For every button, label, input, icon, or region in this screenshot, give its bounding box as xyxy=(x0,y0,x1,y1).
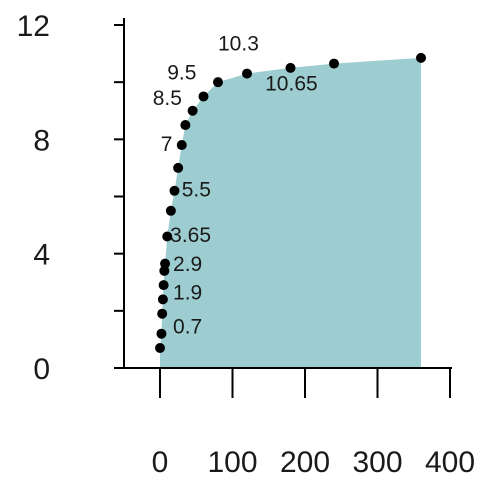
data-label: 10.3 xyxy=(218,33,259,56)
data-label: 3.65 xyxy=(170,224,211,247)
label-layer: 0.7 1.9 2.9 3.65 5.5 7 8.5 9.5 10.3 10.65 xyxy=(153,33,318,339)
data-point xyxy=(165,205,176,216)
data-label: 7 xyxy=(161,133,173,156)
data-label: 9.5 xyxy=(167,61,196,84)
data-point xyxy=(198,91,209,102)
x-tick-label: 300 xyxy=(352,446,402,478)
data-label: 0.7 xyxy=(173,316,202,339)
data-point xyxy=(157,308,168,319)
data-point xyxy=(158,280,169,291)
data-point xyxy=(285,62,296,73)
data-label: 5.5 xyxy=(182,179,211,202)
y-tick-label: 4 xyxy=(33,239,50,272)
data-point xyxy=(180,120,191,131)
y-tick-label: 12 xyxy=(17,10,50,43)
data-point xyxy=(169,185,180,196)
x-tick-label: 200 xyxy=(280,446,330,478)
data-point xyxy=(329,58,339,69)
data-point xyxy=(242,68,252,79)
tick-layer: 0 4 8 12 0 100 200 300 400 xyxy=(17,10,475,479)
data-point xyxy=(176,140,187,151)
data-point xyxy=(160,258,171,269)
data-point xyxy=(157,294,168,305)
area-layer xyxy=(160,57,421,368)
x-tick-label: 0 xyxy=(152,446,169,478)
data-point xyxy=(162,231,173,242)
marker-layer xyxy=(155,52,426,353)
axis-layer xyxy=(123,18,452,369)
data-label: 2.9 xyxy=(173,253,202,276)
x-tick-label: 400 xyxy=(425,446,475,478)
area-fill xyxy=(160,57,421,368)
data-point xyxy=(156,328,167,339)
data-point xyxy=(173,162,184,173)
x-tick-label: 100 xyxy=(207,446,257,478)
data-point xyxy=(416,52,426,63)
data-point xyxy=(187,105,198,116)
data-point xyxy=(155,342,165,353)
data-point xyxy=(213,77,223,88)
y-tick-label: 8 xyxy=(33,124,50,157)
data-label: 1.9 xyxy=(173,281,202,304)
y-tick-label: 0 xyxy=(33,353,50,386)
data-label: 8.5 xyxy=(153,87,182,110)
data-label: 10.65 xyxy=(265,73,318,96)
